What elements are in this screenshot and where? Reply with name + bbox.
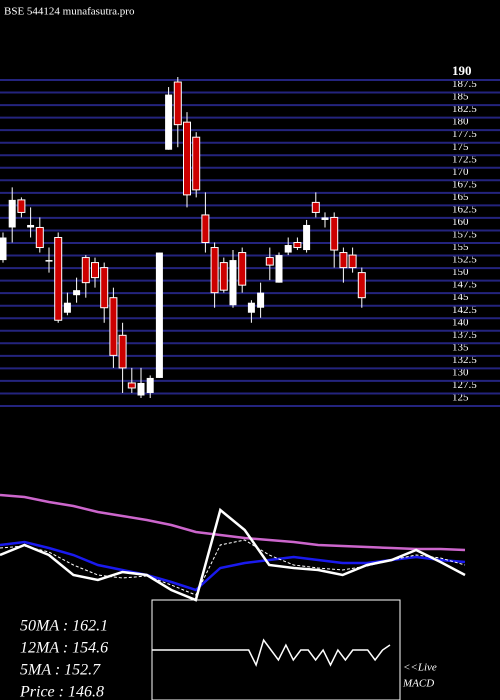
candle-body [183, 121, 191, 196]
stat-label: 50MA : 162.1 [20, 618, 108, 635]
y-tick-label: 187.5 [452, 78, 477, 90]
candle-body [165, 94, 173, 150]
y-tick-label: 152.5 [452, 254, 477, 266]
y-tick-label: 135 [452, 341, 469, 353]
candle-body [219, 262, 228, 291]
y-tick-label: 155 [452, 241, 469, 253]
candle-body [109, 297, 118, 356]
live-macd-label: <<Live [403, 662, 437, 674]
y-tick-label: 145 [452, 291, 469, 303]
candle-body [275, 255, 283, 283]
candle-body [100, 267, 109, 309]
y-tick-label: 185 [452, 91, 469, 103]
candle-body [45, 260, 53, 262]
candle-body [330, 216, 339, 251]
candle-body [210, 247, 219, 294]
candle-body [321, 217, 329, 220]
candle-body [27, 224, 35, 228]
candle-body [303, 224, 311, 251]
y-tick-label: 190 [452, 63, 472, 78]
stat-label: Price : 146.8 [19, 684, 104, 700]
y-tick-label: 147.5 [452, 279, 477, 291]
candle-body [257, 292, 265, 308]
candle-body [73, 290, 81, 296]
chart-title: BSE 544124 munafasutra.pro [4, 6, 135, 18]
candle-body [91, 262, 99, 279]
y-tick-label: 182.5 [452, 103, 477, 115]
y-tick-label: 127.5 [452, 379, 477, 391]
candle-body [127, 382, 136, 389]
candle-body [201, 214, 210, 244]
y-tick-label: 175 [452, 141, 469, 153]
y-tick-label: 142.5 [452, 304, 477, 316]
candle-body [17, 199, 26, 213]
candle-body [63, 302, 71, 313]
candle-body [247, 302, 255, 313]
candle-body [284, 245, 292, 253]
candle-body [293, 242, 302, 249]
live-macd-label: MACD [402, 678, 434, 690]
y-tick-label: 177.5 [452, 128, 477, 140]
y-tick-label: 172.5 [452, 153, 477, 165]
y-tick-label: 137.5 [452, 329, 477, 341]
candle-body [118, 334, 127, 369]
y-tick-label: 150 [452, 266, 469, 278]
y-tick-label: 160 [452, 216, 469, 228]
candle-body [229, 260, 237, 306]
y-tick-label: 140 [452, 316, 469, 328]
stat-label: 12MA : 154.6 [20, 640, 108, 657]
candle-body [192, 136, 201, 191]
y-tick-label: 162.5 [452, 203, 477, 215]
candle-body [137, 382, 145, 396]
candle-body [146, 377, 154, 393]
candle-body [155, 252, 163, 378]
indicator-line [0, 539, 466, 596]
candle-body [238, 252, 247, 286]
candle-body [8, 199, 16, 228]
indicator-line [0, 493, 466, 552]
candle-body [81, 257, 90, 284]
y-tick-label: 180 [452, 116, 469, 128]
y-tick-label: 167.5 [452, 178, 477, 190]
candle-body [265, 257, 274, 266]
candle-body [173, 81, 182, 126]
candle-body [357, 272, 366, 299]
candle-body [54, 237, 63, 321]
candle-body [348, 254, 357, 269]
y-tick-label: 132.5 [452, 354, 477, 366]
stat-label: 5MA : 152.7 [20, 662, 101, 679]
candle-body [0, 237, 7, 261]
y-tick-label: 165 [452, 191, 469, 203]
y-tick-label: 157.5 [452, 229, 477, 241]
candle-body [35, 226, 44, 249]
macd-line [152, 638, 391, 668]
y-tick-label: 170 [452, 166, 469, 178]
y-tick-label: 125 [452, 392, 469, 404]
candle-body [339, 252, 348, 269]
y-tick-label: 130 [452, 366, 469, 378]
candle-body [311, 201, 320, 213]
